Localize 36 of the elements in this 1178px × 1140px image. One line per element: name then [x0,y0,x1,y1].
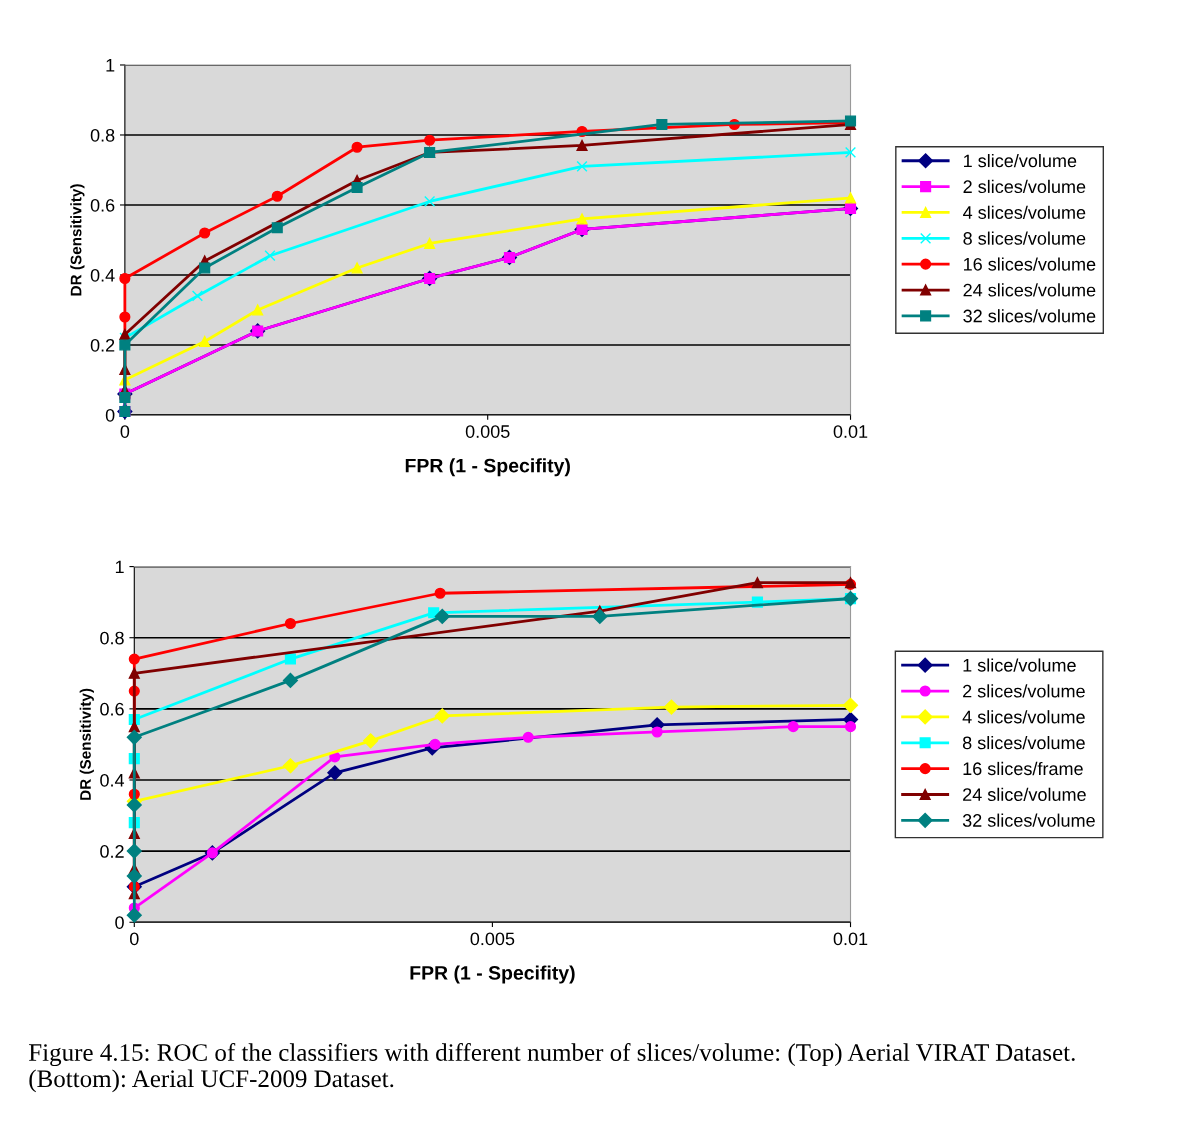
x-tick-label: 0.01 [833,932,868,946]
legend-label: 4 slices/volume [962,710,1085,724]
y-axis-title: DR (Sensitivity) [70,184,85,296]
legend-label: 2 slices/volume [963,684,1085,698]
legend-label: 8 slices/volume [963,231,1086,245]
y-tick-label: 0.2 [90,338,115,352]
legend-label: 24 slice/volume [963,787,1086,801]
legend-label: 1 slice/volume [964,153,1077,168]
legend-label: 32 slices/volume [963,309,1096,323]
caption: Figure 4.15: ROC of the classifiers with different number of slices/volume: (Top) Aerial VIRAT Dataset. (Bottom): Aerial UCF-2009 Dataset. [28,1043,1075,1093]
y-axis-title: DR (Sensitivity) [79,688,94,800]
legend-label: 16 slices/frame [963,761,1083,776]
y-tick-label: 0.4 [100,773,125,787]
y-tick-label: 0.6 [100,702,124,716]
y-tick-label: 0 [105,408,115,422]
legend-label: 1 slice/volume [963,658,1076,672]
x-axis-title: FPR (1 - Specifity) [405,458,570,477]
legend-label: 4 slices/volume [963,205,1086,219]
x-tick-label: 0 [129,932,139,946]
y-tick-label: 1 [106,59,115,72]
legend-label: 2 slices/volume [963,179,1086,194]
y-tick-label: 0.8 [100,631,124,645]
legend-label: 16 slices/volume [964,257,1096,271]
legend-label: 8 slices/volume [962,736,1085,750]
x-tick-label: 0.005 [470,932,515,946]
y-tick-label: 1 [115,560,124,574]
x-tick-label: 0.005 [465,425,510,438]
x-axis-title: FPR (1 - Specifity) [410,965,575,984]
y-tick-label: 0.6 [90,198,115,212]
legend-label: 32 slices/volume [962,813,1095,827]
x-tick-label: 0.01 [833,425,868,438]
y-tick-label: 0.2 [100,845,124,858]
y-tick-label: 0.8 [90,128,115,142]
y-tick-label: 0 [115,916,124,929]
legend-label: 24 slices/volume [963,283,1096,297]
y-tick-label: 0.4 [90,268,115,282]
